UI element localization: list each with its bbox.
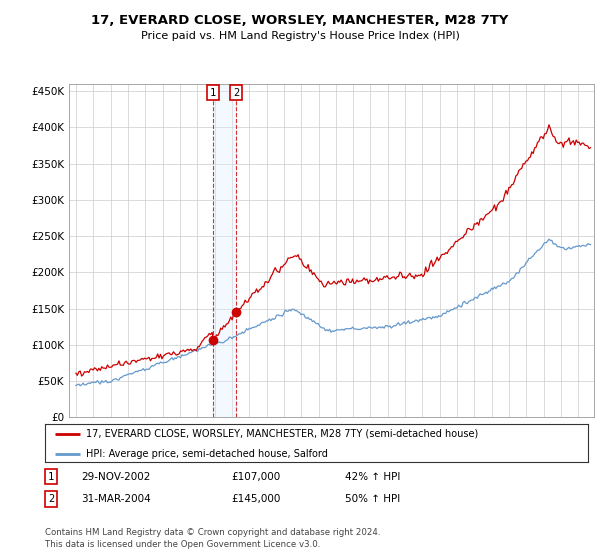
Bar (213, 84, 236, 417)
Text: HPI: Average price, semi-detached house, Salford: HPI: Average price, semi-detached house,… (86, 449, 328, 459)
Text: 17, EVERARD CLOSE, WORSLEY, MANCHESTER, M28 7TY: 17, EVERARD CLOSE, WORSLEY, MANCHESTER, … (91, 14, 509, 27)
Text: 2: 2 (48, 494, 54, 504)
Text: 29-NOV-2002: 29-NOV-2002 (81, 472, 151, 482)
Text: Price paid vs. HM Land Registry's House Price Index (HPI): Price paid vs. HM Land Registry's House … (140, 31, 460, 41)
Text: £107,000: £107,000 (231, 472, 280, 482)
Text: 42% ↑ HPI: 42% ↑ HPI (345, 472, 400, 482)
Text: Contains HM Land Registry data © Crown copyright and database right 2024.
This d: Contains HM Land Registry data © Crown c… (45, 528, 380, 549)
Text: 2: 2 (233, 88, 239, 97)
Text: 17, EVERARD CLOSE, WORSLEY, MANCHESTER, M28 7TY (semi-detached house): 17, EVERARD CLOSE, WORSLEY, MANCHESTER, … (86, 429, 478, 439)
Text: 1: 1 (210, 88, 216, 97)
Text: 31-MAR-2004: 31-MAR-2004 (81, 494, 151, 504)
Text: 50% ↑ HPI: 50% ↑ HPI (345, 494, 400, 504)
Text: £145,000: £145,000 (231, 494, 280, 504)
Text: 1: 1 (48, 472, 54, 482)
